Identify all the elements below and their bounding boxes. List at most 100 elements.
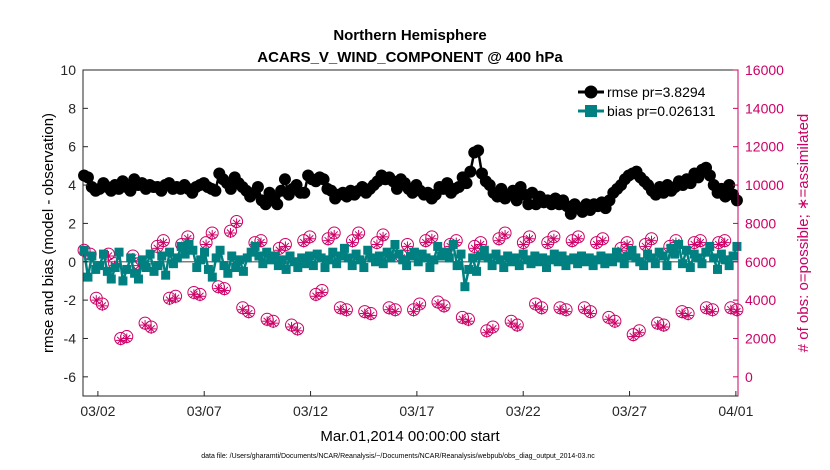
bias-point [343, 253, 353, 263]
right-tick-label: 6000 [745, 254, 776, 270]
bias-point [250, 241, 260, 251]
bias-point [87, 251, 97, 261]
possible-obs-point [224, 224, 238, 238]
assimilated-obs-point [493, 235, 504, 246]
possible-obs-point [303, 230, 317, 244]
bias-point [460, 282, 470, 292]
bias-point [281, 264, 291, 274]
bias-point [106, 274, 116, 284]
possible-obs-point [718, 234, 732, 248]
bias-point [153, 261, 163, 271]
left-axis: 10 8 6 4 2 0 -2 -4 -6 [60, 62, 88, 385]
bias-point [615, 253, 625, 263]
bias-point [149, 266, 159, 276]
rmse-point [271, 198, 284, 211]
left-tick-label: -4 [64, 330, 77, 346]
possible-obs-point [144, 320, 158, 334]
bias-point [79, 245, 89, 255]
possible-obs-point [230, 214, 244, 228]
bias-point [402, 261, 412, 271]
bias-point [670, 249, 680, 259]
legend-bias-label: bias pr=0.026131 [607, 103, 716, 119]
assimilated-obs-point [341, 306, 352, 317]
bias-point [444, 253, 454, 263]
possible-obs-point [553, 301, 567, 315]
bias-point [277, 255, 287, 265]
bias-point [386, 253, 396, 263]
bias-point [254, 251, 264, 261]
bias-point [382, 247, 392, 257]
bias-point [510, 253, 520, 263]
legend-bias-marker [585, 105, 597, 117]
bias-point [526, 259, 536, 269]
bias-point [347, 261, 357, 271]
bias-point [215, 245, 225, 255]
right-tick-label: 16000 [745, 62, 784, 78]
possible-obs-point [571, 230, 585, 244]
assimilated-obs-point [97, 300, 108, 311]
bias-point [200, 247, 210, 257]
assimilated-obs-point [518, 239, 529, 250]
bias-point [118, 276, 128, 286]
bias-point [398, 255, 408, 265]
bias-series [79, 240, 742, 292]
possible-obs-point [687, 236, 701, 250]
bias-point [355, 255, 365, 265]
bias-point [176, 241, 186, 251]
left-tick-label: 4 [68, 177, 76, 193]
rmse-point [209, 184, 222, 197]
bias-point [678, 259, 688, 269]
bias-point [297, 253, 307, 263]
left-tick-label: -2 [64, 292, 77, 308]
bias-point [196, 255, 206, 265]
bias-point [709, 253, 719, 263]
rmse-series [78, 144, 743, 220]
bias-point [394, 249, 404, 259]
bias-point [137, 255, 147, 265]
assimilated-obs-point [292, 325, 303, 336]
possible-obs-point [522, 230, 536, 244]
bias-point [285, 251, 295, 261]
x-tick-label: 03/02 [80, 403, 115, 419]
bias-point [623, 251, 633, 261]
x-tick-label: 03/22 [506, 403, 541, 419]
bias-point [188, 245, 198, 255]
right-tick-label: 10000 [745, 177, 784, 193]
bias-point [693, 253, 703, 263]
bias-point [491, 249, 501, 259]
bias-point [549, 249, 559, 259]
bias-point [650, 259, 660, 269]
assimilated-obs-point [439, 302, 450, 313]
bias-point [207, 272, 217, 282]
right-tick-label: 8000 [745, 215, 776, 231]
bias-point [421, 253, 431, 263]
left-tick-label: 10 [60, 62, 76, 78]
legend: rmse pr=3.8294 bias pr=0.026131 [570, 76, 733, 124]
x-axis: 03/02 03/07 03/12 03/17 03/22 03/27 04/01 [80, 391, 754, 419]
possible-obs-point [382, 301, 396, 315]
x-tick-label: 04/01 [718, 403, 753, 419]
bias-point [130, 268, 140, 278]
x-tick-label: 03/27 [612, 403, 647, 419]
bias-point [289, 257, 299, 267]
possible-obs-point [388, 303, 402, 317]
bias-point [320, 263, 330, 273]
bias-point [530, 251, 540, 261]
chart-subtitle: ACARS_V_WIND_COMPONENT @ 400 hPa [257, 49, 563, 66]
assimilated-obs-point [207, 229, 218, 240]
rmse-point [703, 169, 716, 182]
bias-point [126, 253, 136, 263]
bias-point [293, 263, 303, 273]
bias-point [246, 247, 256, 257]
bias-point [157, 251, 167, 261]
assimilated-obs-point [390, 306, 401, 317]
possible-obs-point [211, 280, 225, 294]
left-tick-label: 8 [68, 100, 76, 116]
possible-obs-point [675, 305, 689, 319]
possible-obs-point [254, 234, 268, 248]
bias-point [514, 261, 524, 271]
possible-obs-point [596, 232, 610, 246]
bias-point [596, 251, 606, 261]
bias-point [538, 253, 548, 263]
rmse-point [251, 180, 264, 193]
